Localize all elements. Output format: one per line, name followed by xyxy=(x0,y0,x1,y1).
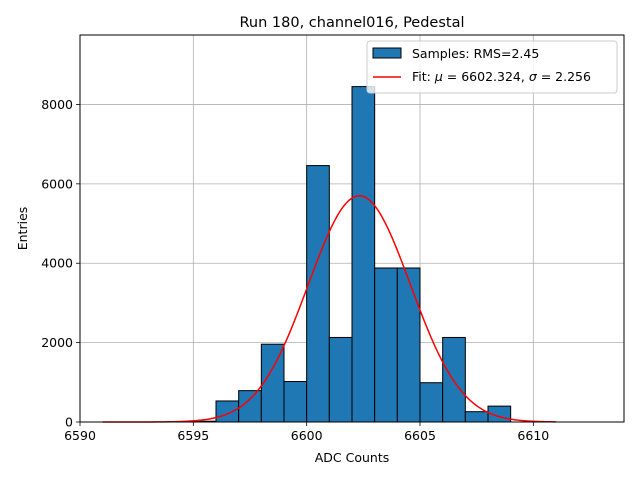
x-tick-label: 6605 xyxy=(404,428,436,443)
y-tick-label: 0 xyxy=(65,415,73,430)
y-tick-label: 2000 xyxy=(41,335,73,350)
x-tick-label: 6610 xyxy=(517,428,549,443)
legend: Samples: RMS=2.45 Fit: μ = 6602.324, σ =… xyxy=(366,40,618,94)
histogram-bar xyxy=(419,382,444,423)
legend-fit-prefix: Fit: xyxy=(412,69,435,84)
legend-mu-value: = 6602.324, xyxy=(443,69,529,84)
legend-samples-patch xyxy=(372,47,402,59)
histogram-bar xyxy=(396,267,421,423)
x-tick-label: 6600 xyxy=(291,428,323,443)
y-tick-label: 6000 xyxy=(41,176,73,191)
histogram-bar xyxy=(215,400,240,423)
x-tick-label: 6590 xyxy=(64,428,96,443)
legend-mu-symbol: μ xyxy=(434,69,443,84)
histogram-bar xyxy=(283,381,308,423)
legend-sigma-symbol: σ xyxy=(529,69,538,84)
y-axis-label: Entries xyxy=(15,207,30,251)
x-axis-ticks: 6590 6595 6600 6605 6610 xyxy=(64,422,549,443)
legend-fit-label: Fit: μ = 6602.324, σ = 2.256 xyxy=(412,69,591,84)
legend-sigma-value: = 2.256 xyxy=(537,69,591,84)
histogram-bars xyxy=(192,86,512,423)
histogram-bar xyxy=(464,411,489,423)
y-tick-label: 8000 xyxy=(41,97,73,112)
histogram-bar xyxy=(306,165,330,423)
y-tick-label: 4000 xyxy=(41,256,73,271)
histogram-bar xyxy=(374,267,398,423)
x-tick-label: 6595 xyxy=(177,428,209,443)
x-axis-label: ADC Counts xyxy=(315,450,390,465)
legend-box xyxy=(366,40,618,94)
histogram-bar xyxy=(260,343,285,423)
histogram-bar xyxy=(442,336,466,423)
histogram-bar xyxy=(351,86,376,423)
plot-frame xyxy=(79,34,625,423)
legend-samples-label: Samples: RMS=2.45 xyxy=(412,46,539,61)
chart-title: Run 180, channel016, Pedestal xyxy=(239,15,464,31)
y-axis-ticks: 0 2000 4000 6000 8000 xyxy=(41,97,80,430)
histogram-bar xyxy=(328,336,353,423)
